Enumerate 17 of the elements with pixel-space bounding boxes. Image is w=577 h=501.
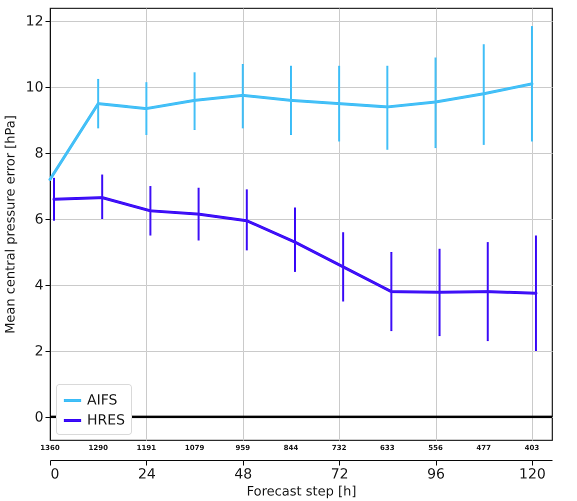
x-tick-label: 24: [138, 466, 156, 482]
y-tick-label: 6: [34, 212, 44, 228]
legend-label: HRES: [87, 412, 126, 428]
legend-label: AIFS: [87, 392, 118, 408]
x-tick-label: 72: [330, 466, 349, 482]
y-axis-title: Mean central pressure error [hPa]: [4, 115, 19, 334]
y-tick-label: 2: [34, 343, 44, 360]
y-tick-label: 12: [26, 14, 44, 30]
x-axis-title: Forecast step [h]: [246, 484, 356, 500]
y-tick-label: 10: [26, 80, 44, 96]
x-tick-label: 120: [519, 466, 546, 482]
y-tick-label: 8: [34, 146, 44, 162]
y-tick-label: 0: [34, 409, 44, 426]
x-tick-label: 48: [234, 466, 252, 482]
x-tick-label: 96: [427, 466, 446, 482]
y-tick-label: 4: [34, 278, 44, 294]
x-tick-label: 0: [50, 466, 60, 482]
